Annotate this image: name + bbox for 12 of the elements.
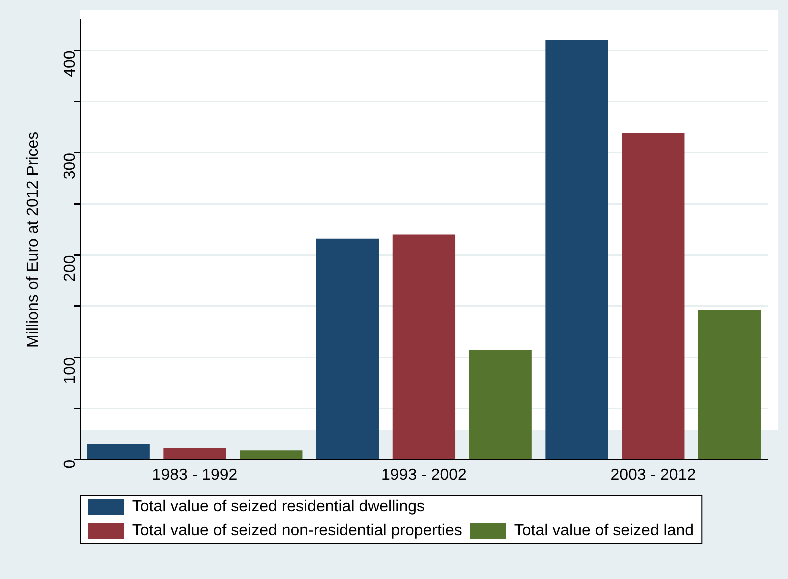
x-tick-label: 1993 - 2002	[381, 466, 468, 484]
y-tick-label: 100	[62, 357, 79, 384]
y-axis-title: Millions of Euro at 2012 Prices	[25, 132, 42, 348]
y-tick-label: 400	[62, 50, 79, 78]
legend-label: Total value of seized land	[514, 522, 694, 540]
y-tick-label: 0	[62, 460, 79, 469]
x-tick-label: 1983 - 1992	[152, 466, 238, 484]
x-tick-label: 2003 - 2012	[610, 466, 696, 484]
legend-label: Total value of seized non-residential properties	[132, 522, 462, 540]
legend-label: Total value of seized residential dwellings	[132, 498, 426, 516]
y-tick-label: 200	[62, 255, 79, 282]
y-tick-label: 300	[62, 152, 79, 180]
